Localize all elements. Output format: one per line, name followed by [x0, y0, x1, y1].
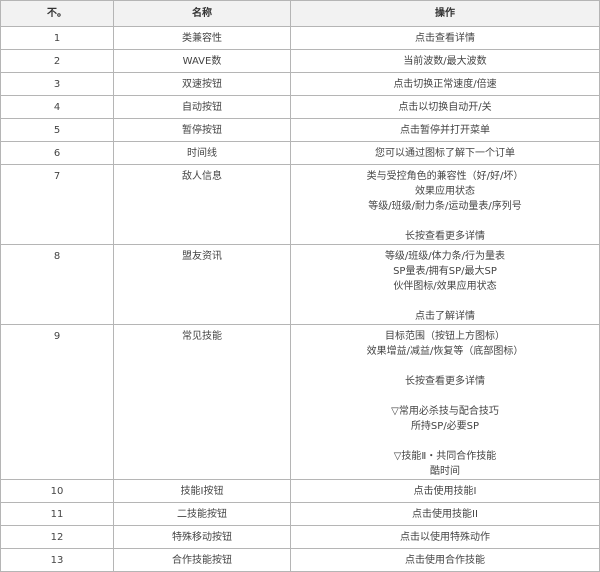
action-line: [291, 214, 599, 229]
action-line: [291, 434, 599, 449]
action-line: 点击使用技能Ⅰ: [413, 486, 477, 497]
action-line: 长按查看更多详情: [405, 231, 485, 242]
row-action: 点击切换正常速度/倍速: [290, 72, 600, 96]
table-row: 9 常见技能 目标范围（按钮上方图标） 效果增益/减益/恢复等（底部图标） 长按查看更多…: [0, 324, 600, 480]
row-action: 点击使用技能II: [290, 502, 600, 526]
action-line: 点击使用合作技能: [405, 555, 485, 566]
row-name: 时间线: [113, 141, 291, 165]
row-number: 5: [0, 118, 114, 142]
action-line: 效果增益/减益/恢复等（底部图标）: [366, 346, 524, 357]
row-number: 2: [0, 49, 114, 73]
row-number: 6: [0, 141, 114, 165]
row-number: 9: [0, 324, 114, 480]
table-row: 8 盟友资讯 等级/班级/体力条/行为量表 SP量表/拥有SP/最大SP 伙伴图标/效果…: [0, 244, 600, 325]
row-name: 技能Ⅰ按钮: [113, 479, 291, 503]
row-action: 当前波数/最大波数: [290, 49, 600, 73]
action-line: 效果应用状态: [415, 186, 475, 197]
row-action: 等级/班级/体力条/行为量表 SP量表/拥有SP/最大SP 伙伴图标/效果应用状态点…: [290, 244, 600, 325]
table-row: 2 WAVE数 当前波数/最大波数: [0, 49, 600, 73]
header-action: 操作: [290, 0, 600, 27]
row-action: 点击查看详情: [290, 26, 600, 50]
action-line: [291, 359, 599, 374]
row-action: 点击使用合作技能: [290, 548, 600, 572]
row-number: 7: [0, 164, 114, 245]
action-line: 点击暂停并打开菜单: [400, 125, 490, 136]
action-line: 点击了解详情: [415, 311, 475, 322]
row-name: 二技能按钮: [113, 502, 291, 526]
row-number: 11: [0, 502, 114, 526]
table-row: 1 类兼容性 点击查看详情: [0, 26, 600, 50]
row-name: 类兼容性: [113, 26, 291, 50]
row-number: 13: [0, 548, 114, 572]
table-row: 10 技能Ⅰ按钮 点击使用技能Ⅰ: [0, 479, 600, 503]
row-action: 点击以切换自动开/关: [290, 95, 600, 119]
row-name: 双速按钮: [113, 72, 291, 96]
row-name: 常见技能: [113, 324, 291, 480]
action-line: [291, 389, 599, 404]
action-line: 点击以切换自动开/关: [398, 102, 492, 113]
row-action: 您可以通过图标了解下一个订单: [290, 141, 600, 165]
action-line: 类与受控角色的兼容性（好/好/坏）: [366, 171, 524, 182]
action-line: 目标范围（按钮上方图标）: [385, 331, 505, 342]
action-line: SP量表/拥有SP/最大SP: [393, 266, 497, 277]
row-number: 3: [0, 72, 114, 96]
row-action: 点击暂停并打开菜单: [290, 118, 600, 142]
action-line: 点击使用技能II: [412, 509, 478, 520]
header-row: 不。 名称 操作: [0, 0, 600, 27]
action-line: 所持SP/必要SP: [410, 421, 480, 432]
row-number: 10: [0, 479, 114, 503]
row-action: 目标范围（按钮上方图标） 效果增益/减益/恢复等（底部图标） 长按查看更多详情 ▽常用…: [290, 324, 600, 480]
action-line: 您可以通过图标了解下一个订单: [375, 148, 515, 159]
table-row: 3 双速按钮 点击切换正常速度/倍速: [0, 72, 600, 96]
row-name: 自动按钮: [113, 95, 291, 119]
row-name: 盟友资讯: [113, 244, 291, 325]
action-line: 酷时间: [430, 466, 460, 477]
action-line: 当前波数/最大波数: [403, 56, 487, 67]
table-row: 13 合作技能按钮 点击使用合作技能: [0, 548, 600, 572]
row-name: WAVE数: [113, 49, 291, 73]
row-name: 合作技能按钮: [113, 548, 291, 572]
table-row: 7 敌人信息 类与受控角色的兼容性（好/好/坏） 效果应用状态等级/班级/耐力条/运动…: [0, 164, 600, 245]
table-row: 6 时间线 您可以通过图标了解下一个订单: [0, 141, 600, 165]
row-number: 8: [0, 244, 114, 325]
row-number: 4: [0, 95, 114, 119]
row-action: 点击使用技能Ⅰ: [290, 479, 600, 503]
table-row: 12 特殊移动按钮 点击以使用特殊动作: [0, 525, 600, 549]
action-line: ▽技能Ⅱ・共同合作技能: [393, 451, 497, 462]
header-name: 名称: [113, 0, 291, 27]
table-row: 4 自动按钮 点击以切换自动开/关: [0, 95, 600, 119]
action-line: 点击查看详情: [415, 33, 475, 44]
row-number: 1: [0, 26, 114, 50]
action-line: 点击以使用特殊动作: [400, 532, 490, 543]
row-name: 特殊移动按钮: [113, 525, 291, 549]
action-line: 点击切换正常速度/倍速: [393, 79, 497, 90]
table-row: 11 二技能按钮 点击使用技能II: [0, 502, 600, 526]
action-line: [291, 294, 599, 309]
table-row: 5 暂停按钮 点击暂停并打开菜单: [0, 118, 600, 142]
action-line: 等级/班级/耐力条/运动量表/序列号: [368, 201, 522, 212]
row-number: 12: [0, 525, 114, 549]
row-name: 暂停按钮: [113, 118, 291, 142]
action-line: 等级/班级/体力条/行为量表: [384, 251, 506, 262]
row-name: 敌人信息: [113, 164, 291, 245]
row-action: 点击以使用特殊动作: [290, 525, 600, 549]
action-line: 伙伴图标/效果应用状态: [393, 281, 497, 292]
row-action: 类与受控角色的兼容性（好/好/坏） 效果应用状态等级/班级/耐力条/运动量表/序列…: [290, 164, 600, 245]
header-no: 不。: [0, 0, 114, 27]
action-line: 长按查看更多详情: [405, 376, 485, 387]
action-line: ▽常用必杀技与配合技巧: [391, 406, 499, 417]
